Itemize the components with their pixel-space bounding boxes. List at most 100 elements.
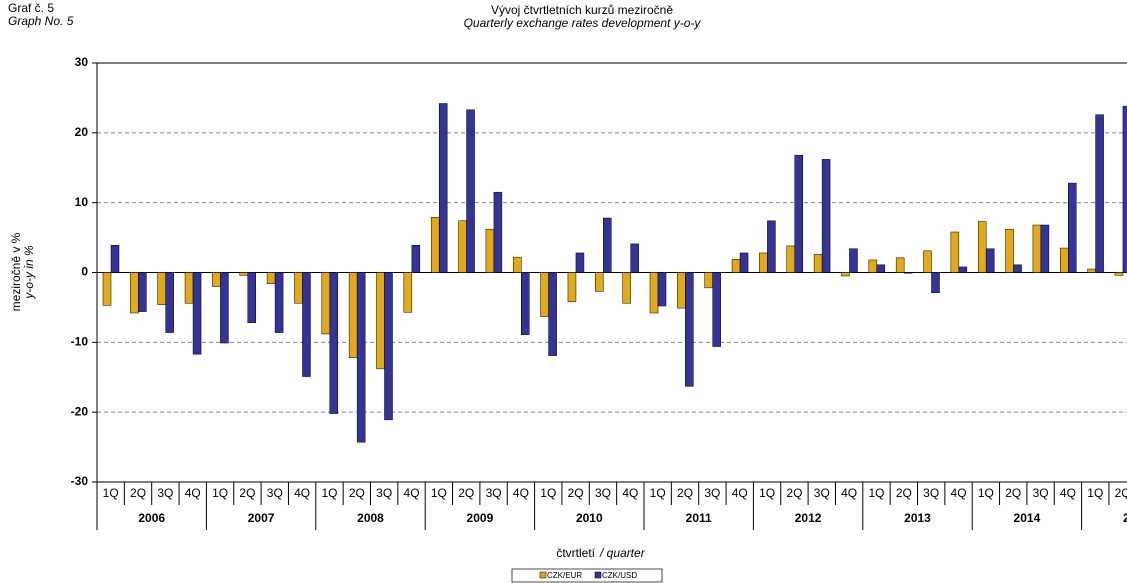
x-tick-label: 1Q xyxy=(1087,486,1103,500)
bar xyxy=(1032,224,1042,273)
bar xyxy=(485,228,495,273)
x-tick-label: 3Q xyxy=(923,486,939,500)
bar xyxy=(247,272,256,324)
year-label: 2013 xyxy=(904,511,931,525)
x-tick-label: 3Q xyxy=(157,486,173,500)
x-tick-label: 3Q xyxy=(595,486,611,500)
bar xyxy=(110,245,120,273)
bar xyxy=(165,272,174,333)
bar xyxy=(603,217,612,273)
bar xyxy=(759,252,768,273)
year-label: 2015 xyxy=(1123,511,1127,525)
bar xyxy=(239,272,248,276)
bar xyxy=(403,272,413,313)
x-tick-label: 4Q xyxy=(732,486,748,500)
bar xyxy=(767,220,776,273)
bar xyxy=(220,272,229,344)
bar xyxy=(430,217,440,273)
x-tick-label: 3Q xyxy=(267,486,283,500)
x-tick-label: 2Q xyxy=(458,486,474,500)
bar xyxy=(548,272,557,356)
bar xyxy=(1068,182,1077,273)
bar xyxy=(786,245,795,273)
x-tick-label: 3Q xyxy=(376,486,392,500)
x-tick-label: 4Q xyxy=(294,486,310,500)
bar xyxy=(950,231,960,273)
bar xyxy=(868,259,878,273)
bar xyxy=(493,191,503,273)
bar xyxy=(266,272,276,284)
bar xyxy=(157,272,166,305)
x-tick-label: 2Q xyxy=(896,486,912,500)
bar xyxy=(1040,224,1050,273)
year-label: 2011 xyxy=(686,511,712,525)
year-label: 2007 xyxy=(248,511,275,525)
chart-subtitle: Quarterly exchange rates development y-o… xyxy=(464,16,702,30)
x-tick-label: 4Q xyxy=(622,486,638,500)
x-tick-label: 1Q xyxy=(650,486,666,500)
bar xyxy=(356,272,366,443)
x-tick-label: 4Q xyxy=(1060,486,1076,500)
bar xyxy=(192,272,202,355)
x-tick-label: 1Q xyxy=(540,486,556,500)
bar xyxy=(321,272,331,335)
bar xyxy=(329,272,339,414)
x-tick-label: 1Q xyxy=(759,486,775,500)
bar xyxy=(294,272,303,304)
bar xyxy=(1114,272,1124,276)
y-tick-label: -10 xyxy=(71,335,89,349)
bar xyxy=(130,272,139,314)
x-tick-label: 1Q xyxy=(103,486,119,500)
x-tick-label: 1Q xyxy=(212,486,228,500)
bar xyxy=(821,159,831,273)
x-tick-label: 3Q xyxy=(814,486,830,500)
bar xyxy=(102,272,112,306)
bar xyxy=(685,272,694,387)
bar xyxy=(595,272,604,292)
bar xyxy=(813,254,823,273)
bar xyxy=(1095,114,1104,273)
bar xyxy=(903,272,913,274)
bar xyxy=(184,272,194,304)
y-tick-label: 0 xyxy=(81,265,88,279)
x-tick-label: 1Q xyxy=(431,486,447,500)
bar xyxy=(274,272,284,333)
x-tick-label: 2Q xyxy=(1005,486,1021,500)
bar xyxy=(458,220,467,273)
bar xyxy=(622,272,631,304)
bar xyxy=(657,272,667,307)
x-tick-label: 1Q xyxy=(321,486,337,500)
x-tick-label: 4Q xyxy=(841,486,857,500)
x-tick-label: 3Q xyxy=(1033,486,1049,500)
year-label: 2014 xyxy=(1014,511,1041,525)
bar xyxy=(411,245,421,273)
y-tick-label: 20 xyxy=(75,125,89,139)
bar xyxy=(567,272,577,303)
year-label: 2012 xyxy=(795,511,822,525)
x-tick-label: 2Q xyxy=(130,486,146,500)
bar xyxy=(895,257,905,273)
x-tick-label: 4Q xyxy=(513,486,529,500)
bar xyxy=(876,264,886,273)
bar xyxy=(521,272,530,335)
bar xyxy=(1087,268,1096,273)
bar xyxy=(1122,106,1127,273)
x-tick-label: 1Q xyxy=(868,486,884,500)
bar xyxy=(985,248,995,273)
bar xyxy=(677,272,686,309)
bar xyxy=(977,221,987,273)
bar xyxy=(212,272,221,287)
y-axis-title: meziročně v % xyxy=(9,232,23,311)
bar xyxy=(958,266,968,273)
bar xyxy=(712,272,721,347)
bar xyxy=(575,252,585,273)
bar xyxy=(1060,247,1069,273)
bar xyxy=(1013,264,1022,273)
x-tick-label: 3Q xyxy=(486,486,502,500)
x-tick-label: 2Q xyxy=(239,486,255,500)
bar xyxy=(794,154,803,273)
bar xyxy=(302,272,311,377)
y-tick-label: 10 xyxy=(75,195,89,209)
bar xyxy=(630,243,639,273)
x-tick-label: 4Q xyxy=(951,486,967,500)
